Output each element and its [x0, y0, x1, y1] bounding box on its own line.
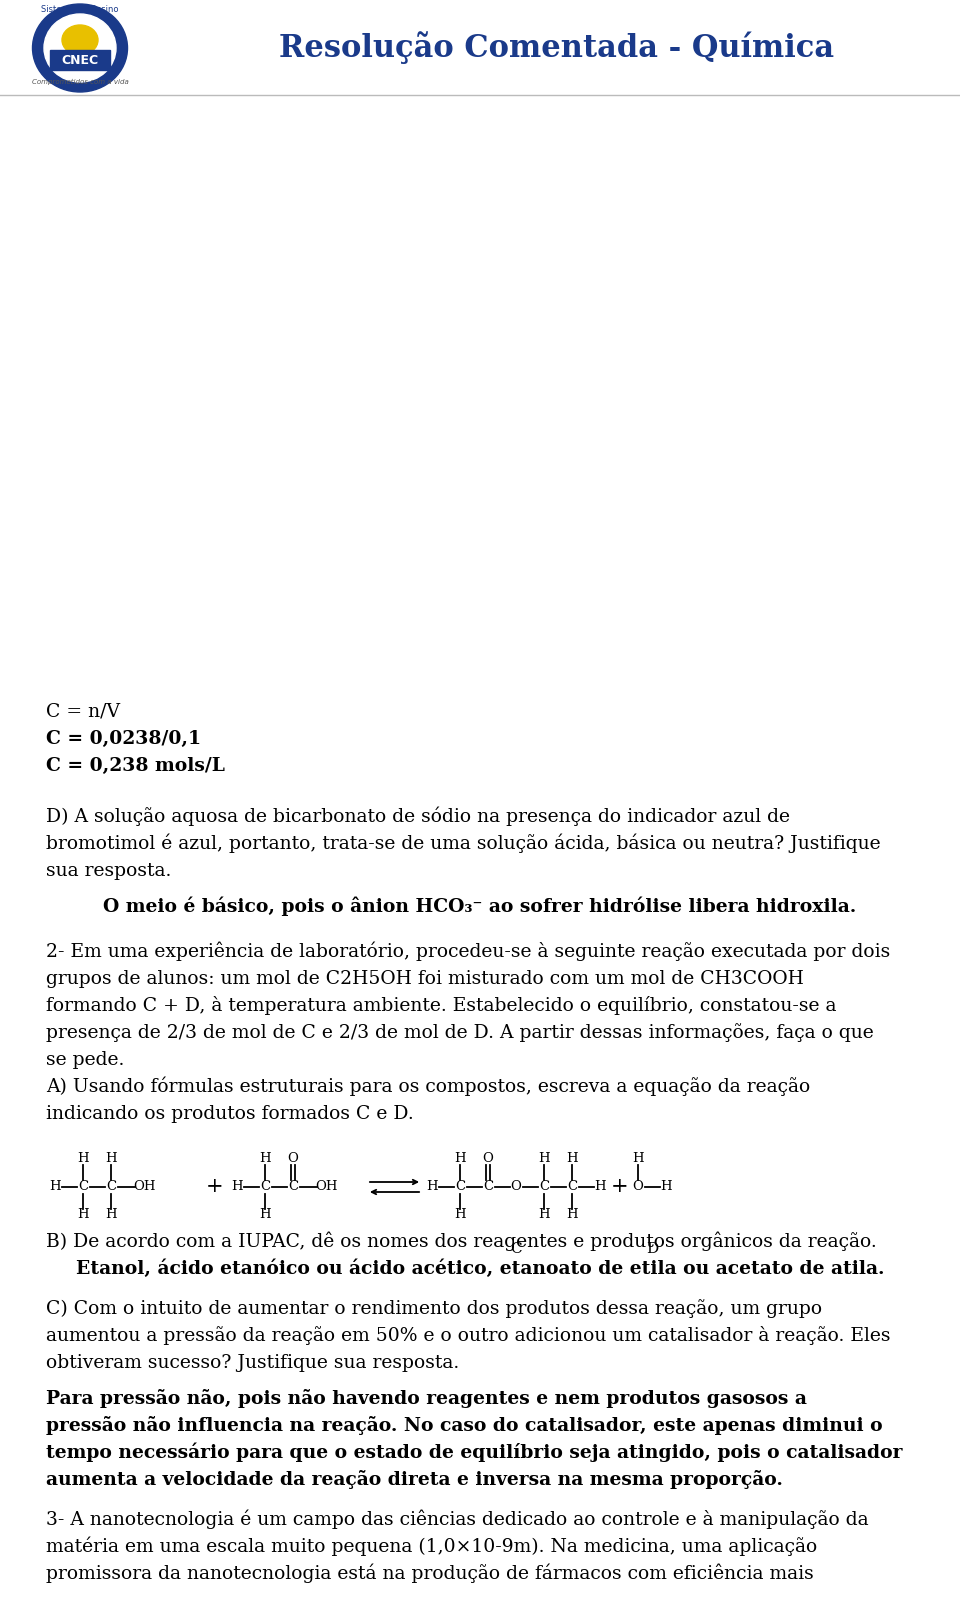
Text: indicando os produtos formados C e D.: indicando os produtos formados C e D. [46, 1105, 414, 1122]
Text: CNEC: CNEC [61, 54, 99, 67]
Text: +: + [206, 1178, 224, 1197]
Text: H: H [539, 1153, 550, 1166]
Text: aumentou a pressão da reação em 50% e o outro adicionou um catalisador à reação.: aumentou a pressão da reação em 50% e o … [46, 1327, 891, 1345]
Text: H: H [454, 1153, 466, 1166]
Text: C: C [288, 1181, 298, 1194]
Ellipse shape [44, 15, 116, 83]
Text: C) Com o intuito de aumentar o rendimento dos produtos dessa reação, um grupo: C) Com o intuito de aumentar o rendiment… [46, 1299, 822, 1319]
Text: C = 0,0238/0,1: C = 0,0238/0,1 [46, 730, 202, 748]
Text: Comprometidos com a vida: Comprometidos com a vida [32, 79, 129, 84]
Text: OH: OH [316, 1181, 338, 1194]
Text: +: + [612, 1178, 629, 1197]
Text: H: H [77, 1153, 89, 1166]
Text: H: H [594, 1181, 606, 1194]
Text: pressão não influencia na reação. No caso do catalisador, este apenas diminui o: pressão não influencia na reação. No cas… [46, 1416, 882, 1435]
Text: aumenta a velocidade da reação direta e inversa na mesma proporção.: aumenta a velocidade da reação direta e … [46, 1470, 783, 1489]
Text: C = n/V: C = n/V [46, 702, 120, 722]
Text: H: H [106, 1208, 117, 1221]
Text: sua resposta.: sua resposta. [46, 861, 172, 881]
Text: Resolução Comentada - Química: Resolução Comentada - Química [279, 31, 834, 63]
Bar [0, 0, 960, 96]
Ellipse shape [33, 3, 128, 92]
Bar [50, 50, 110, 70]
Text: H: H [660, 1181, 672, 1194]
Text: H: H [426, 1181, 438, 1194]
Text: C: C [106, 1181, 116, 1194]
Text: Para pressão não, pois não havendo reagentes e nem produtos gasosos a: Para pressão não, pois não havendo reage… [46, 1388, 807, 1408]
Text: 3- A nanotecnologia é um campo das ciências dedicado ao controle e à manipulação: 3- A nanotecnologia é um campo das ciênc… [46, 1510, 869, 1530]
Text: C = 0,238 mols/L: C = 0,238 mols/L [46, 757, 225, 775]
Text: O: O [633, 1181, 643, 1194]
Text: grupos de alunos: um mol de C2H5OH foi misturado com um mol de CH3COOH: grupos de alunos: um mol de C2H5OH foi m… [46, 970, 804, 988]
Text: H: H [566, 1208, 578, 1221]
Text: A) Usando fórmulas estruturais para os compostos, escreva a equação da reação: A) Usando fórmulas estruturais para os c… [46, 1077, 810, 1096]
Ellipse shape [62, 24, 98, 55]
Text: H: H [566, 1153, 578, 1166]
Text: H: H [259, 1208, 271, 1221]
Text: D) A solução aquosa de bicarbonato de sódio na presença do indicador azul de: D) A solução aquosa de bicarbonato de só… [46, 806, 790, 826]
Text: C: C [539, 1181, 549, 1194]
Text: obtiveram sucesso? Justifique sua resposta.: obtiveram sucesso? Justifique sua respos… [46, 1354, 459, 1372]
Text: H: H [231, 1181, 243, 1194]
Text: O: O [483, 1153, 493, 1166]
Text: H: H [454, 1208, 466, 1221]
Text: C: C [455, 1181, 465, 1194]
Text: H: H [633, 1153, 644, 1166]
Text: matéria em uma escala muito pequena (1,0×10-9m). Na medicina, uma aplicação: matéria em uma escala muito pequena (1,0… [46, 1536, 817, 1555]
Text: O: O [511, 1181, 521, 1194]
Text: B) De acordo com a IUPAC, dê os nomes dos reagentes e produtos orgânicos da reaç: B) De acordo com a IUPAC, dê os nomes do… [46, 1231, 876, 1251]
Text: O meio é básico, pois o ânion HCO₃⁻ ao sofrer hidrólise libera hidroxila.: O meio é básico, pois o ânion HCO₃⁻ ao s… [104, 897, 856, 916]
Text: C: C [510, 1241, 522, 1255]
Text: Etanol, ácido etanóico ou ácido acético, etanoato de etila ou acetato de atila.: Etanol, ácido etanóico ou ácido acético,… [76, 1260, 884, 1278]
Text: H: H [77, 1208, 89, 1221]
Text: O: O [288, 1153, 299, 1166]
Text: C: C [260, 1181, 270, 1194]
Text: bromotimol é azul, portanto, trata-se de uma solução ácida, básica ou neutra? Ju: bromotimol é azul, portanto, trata-se de… [46, 834, 880, 853]
Text: se pede.: se pede. [46, 1051, 125, 1069]
Text: D: D [646, 1241, 659, 1255]
Text: H: H [259, 1153, 271, 1166]
Text: C: C [483, 1181, 493, 1194]
Text: presença de 2/3 de mol de C e 2/3 de mol de D. A partir dessas informações, faça: presença de 2/3 de mol de C e 2/3 de mol… [46, 1023, 874, 1041]
Text: Sistema de Ensino: Sistema de Ensino [41, 5, 119, 15]
Text: H: H [106, 1153, 117, 1166]
Text: C: C [78, 1181, 88, 1194]
Text: H: H [539, 1208, 550, 1221]
Text: H: H [49, 1181, 60, 1194]
Text: formando C + D, à temperatura ambiente. Estabelecido o equilíbrio, constatou-se : formando C + D, à temperatura ambiente. … [46, 996, 836, 1015]
Text: promissora da nanotecnologia está na produção de fármacos com eficiência mais: promissora da nanotecnologia está na pro… [46, 1564, 814, 1583]
Text: OH: OH [133, 1181, 156, 1194]
Text: C: C [567, 1181, 577, 1194]
Text: 2- Em uma experiência de laboratório, procedeu-se à seguinte reação executada po: 2- Em uma experiência de laboratório, pr… [46, 941, 890, 960]
Text: tempo necessário para que o estado de equilíbrio seja atingido, pois o catalisad: tempo necessário para que o estado de eq… [46, 1442, 902, 1461]
